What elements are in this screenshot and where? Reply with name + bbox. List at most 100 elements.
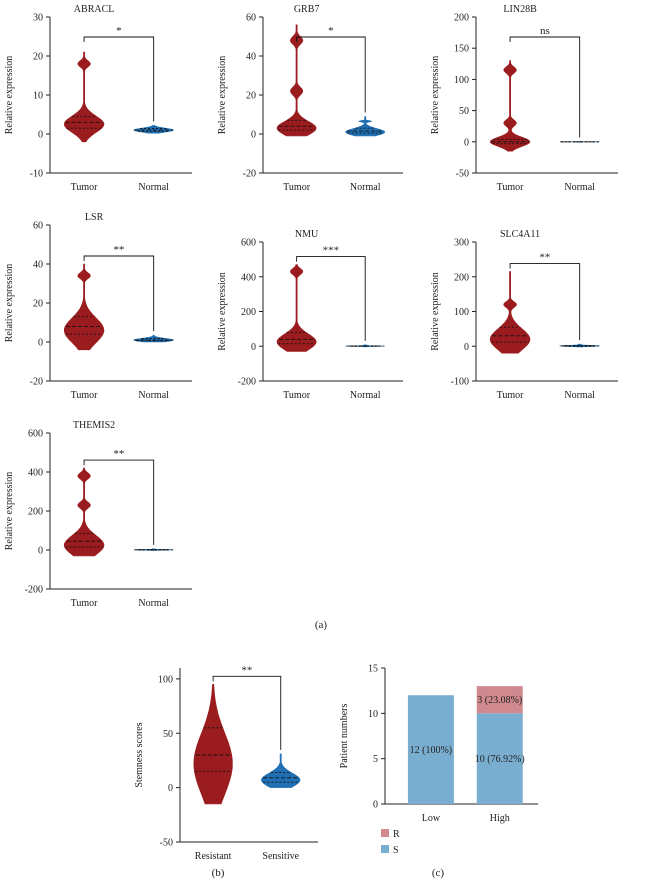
violin-tumor [63, 51, 105, 143]
y-tick-label: 400 [241, 272, 256, 283]
chart-title: ABRACL [74, 4, 115, 15]
x-tick-label: Tumor [71, 182, 99, 193]
violin-tumor [489, 60, 531, 152]
y-tick-label: 0 [251, 342, 256, 353]
significance-label: ** [241, 664, 252, 676]
panel-label-a: (a) [315, 619, 328, 631]
chart-title: THEMIS2 [73, 420, 115, 431]
y-axis-label: Stemness scores [134, 722, 145, 787]
significance-label: ** [113, 244, 124, 256]
significance-label: ns [540, 25, 550, 37]
y-tick-label: 40 [246, 52, 256, 63]
violin-tumor [63, 467, 105, 557]
violin-tumor [63, 263, 105, 351]
y-tick-label: 600 [241, 238, 256, 249]
chart-title: LSR [85, 212, 104, 223]
legend-swatch-r [381, 829, 389, 837]
significance-bracket [509, 36, 581, 138]
y-tick-label: 300 [454, 238, 469, 249]
bar-value-label: 12 (100%) [410, 745, 453, 756]
bar-high-r [476, 686, 523, 714]
y-tick-label: 5 [373, 754, 378, 765]
y-axis-label: Relative expression [4, 56, 15, 135]
y-tick-label: 50 [163, 729, 173, 740]
y-tick-label: 10 [368, 709, 378, 720]
violin-tumor [489, 271, 531, 354]
legend-label-r: R [393, 829, 400, 840]
y-tick-label: 60 [246, 13, 256, 24]
y-tick-label: 50 [459, 106, 469, 117]
x-tick-label: Tumor [71, 390, 99, 401]
y-tick-label: 200 [454, 272, 469, 283]
y-tick-label: 20 [246, 91, 256, 102]
x-tick-label: Resistant [195, 851, 232, 862]
y-tick-label: 100 [158, 674, 173, 685]
y-tick-label: 30 [33, 13, 43, 24]
x-tick-label: Normal [138, 598, 169, 609]
chart-patient-numbers: 0 5 10 15 Patient numbers 12 (100%) Low 10 (76.… [339, 664, 538, 856]
x-tick-label: Low [422, 813, 441, 824]
x-tick-label: Tumor [497, 390, 525, 401]
x-tick-label: Normal [564, 182, 595, 193]
chart-title: LIN28B [503, 4, 537, 15]
y-tick-label: -10 [30, 169, 43, 180]
x-tick-label: Normal [138, 182, 169, 193]
legend-swatch-s [381, 845, 389, 853]
y-tick-label: 0 [38, 338, 43, 349]
y-tick-label: -20 [30, 377, 43, 388]
panel-label-b: (b) [212, 867, 225, 879]
y-axis-label: Relative expression [430, 56, 441, 135]
significance-bracket [83, 36, 155, 122]
violin-resistant [193, 684, 233, 805]
y-tick-label: 200 [28, 507, 43, 518]
chart-title: NMU [295, 229, 319, 240]
y-tick-label: 100 [454, 307, 469, 318]
y-tick-label: -200 [25, 585, 43, 596]
y-tick-label: 200 [454, 13, 469, 24]
violin-tumor [276, 24, 317, 137]
x-tick-label: Tumor [71, 598, 99, 609]
y-tick-label: 100 [454, 75, 469, 86]
chart-nmu: -200 0 200 400 600 Relative expression Tumor No… [217, 229, 403, 401]
y-tick-label: 0 [168, 783, 173, 794]
bar-value-label: 10 (76.92%) [475, 754, 525, 765]
x-tick-label: Tumor [283, 182, 311, 193]
y-tick-label: 20 [33, 299, 43, 310]
y-tick-label: 0 [251, 130, 256, 141]
x-tick-label: Sensitive [262, 851, 299, 862]
y-axis-label: Patient numbers [339, 704, 350, 769]
y-tick-label: 0 [464, 137, 469, 148]
bar-low-s [407, 695, 454, 804]
y-tick-label: 0 [464, 342, 469, 353]
x-tick-label: Normal [350, 182, 381, 193]
significance-label: * [328, 25, 334, 37]
bar-value-label: 3 (23.08%) [477, 695, 522, 706]
legend-label-s: S [393, 845, 399, 856]
chart-title: GRB7 [294, 4, 320, 15]
y-tick-label: -50 [456, 169, 469, 180]
significance-label: * [116, 25, 122, 37]
chart-stemness: -50 0 50 100 Stemness scores Resistant Sensiti… [134, 664, 318, 862]
y-axis-label: Relative expression [430, 272, 441, 351]
y-tick-label: 150 [454, 44, 469, 55]
y-axis-label: Relative expression [217, 56, 228, 135]
x-tick-label: Normal [564, 390, 595, 401]
y-tick-label: 200 [241, 307, 256, 318]
x-tick-label: Tumor [497, 182, 525, 193]
y-tick-label: 0 [38, 546, 43, 557]
chart-themis2: -200 0 200 400 600 Relative expression Tumor No… [4, 420, 192, 609]
y-tick-label: -50 [160, 838, 173, 849]
significance-bracket [83, 255, 155, 332]
bar-high-s [476, 713, 523, 804]
violin-tumor [276, 264, 317, 352]
significance-bracket [509, 263, 581, 341]
y-tick-label: 0 [38, 130, 43, 141]
significance-label: ** [539, 252, 550, 264]
y-tick-label: 40 [33, 260, 43, 271]
y-tick-label: 600 [28, 429, 43, 440]
significance-bracket [212, 675, 282, 750]
chart-lin28b: -50 0 50 100 150 200 Relative expression Tumor N… [430, 4, 618, 193]
violin-sensitive [261, 753, 301, 788]
y-tick-label: 60 [33, 221, 43, 232]
